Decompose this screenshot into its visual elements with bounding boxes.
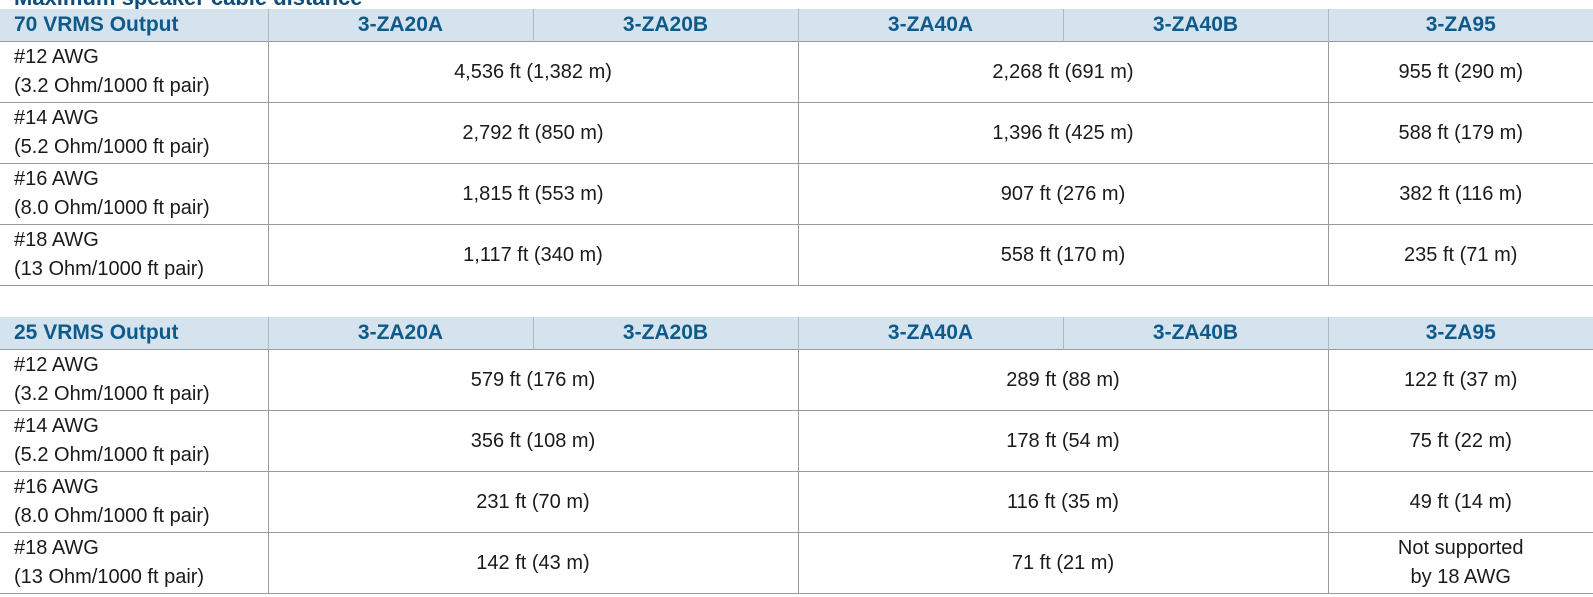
table-row: #14 AWG (5.2 Ohm/1000 ft pair) 356 ft (10…	[0, 410, 1593, 472]
distance-za40: 71 ft (21 m)	[798, 532, 1329, 594]
distance-za95: Not supported by 18 AWG	[1328, 532, 1593, 594]
distance-za40: 558 ft (170 m)	[798, 224, 1329, 286]
wire-gauge-cell: #16 AWG (8.0 Ohm/1000 ft pair)	[0, 163, 269, 225]
unsupported-note-line2: by 18 AWG	[1410, 566, 1511, 588]
clipped-section-title: Maximum speaker cable distance	[14, 0, 363, 11]
gauge-label: #14 AWG	[14, 107, 99, 129]
distance-za20: 231 ft (70 m)	[268, 471, 799, 533]
table-row: #16 AWG (8.0 Ohm/1000 ft pair) 1,815 ft (…	[0, 163, 1593, 225]
wire-gauge-cell: #14 AWG (5.2 Ohm/1000 ft pair)	[0, 102, 269, 164]
gauge-label: #12 AWG	[14, 46, 99, 68]
table-row: #14 AWG (5.2 Ohm/1000 ft pair) 2,792 ft (…	[0, 102, 1593, 164]
distance-za40: 116 ft (35 m)	[798, 471, 1329, 533]
gauge-spec: (13 Ohm/1000 ft pair)	[14, 258, 205, 280]
header-model-za95: 3-ZA95	[1328, 9, 1593, 42]
gauge-label: #14 AWG	[14, 415, 99, 437]
table-row: #18 AWG (13 Ohm/1000 ft pair) 1,117 ft (3…	[0, 224, 1593, 286]
header-output-label: 25 VRMS Output	[0, 317, 269, 350]
distance-za95: 588 ft (179 m)	[1328, 102, 1593, 164]
distance-za20: 579 ft (176 m)	[268, 349, 799, 411]
distance-za20: 1,117 ft (340 m)	[268, 224, 799, 286]
distance-za40: 289 ft (88 m)	[798, 349, 1329, 411]
distance-za95: 382 ft (116 m)	[1328, 163, 1593, 225]
wire-gauge-cell: #14 AWG (5.2 Ohm/1000 ft pair)	[0, 410, 269, 472]
gauge-label: #16 AWG	[14, 168, 99, 190]
gauge-label: #18 AWG	[14, 537, 99, 559]
gauge-spec: (5.2 Ohm/1000 ft pair)	[14, 444, 210, 466]
distance-za95: 955 ft (290 m)	[1328, 41, 1593, 103]
distance-za20: 2,792 ft (850 m)	[268, 102, 799, 164]
gauge-spec: (5.2 Ohm/1000 ft pair)	[14, 136, 210, 158]
distance-za40: 907 ft (276 m)	[798, 163, 1329, 225]
table-header-row: 70 VRMS Output 3-ZA20A 3-ZA20B 3-ZA40A 3…	[0, 9, 1593, 42]
gauge-spec: (8.0 Ohm/1000 ft pair)	[14, 505, 210, 527]
distance-za95: 75 ft (22 m)	[1328, 410, 1593, 472]
header-model-za40a: 3-ZA40A	[798, 9, 1064, 42]
wire-gauge-cell: #18 AWG (13 Ohm/1000 ft pair)	[0, 532, 269, 594]
distance-za20: 142 ft (43 m)	[268, 532, 799, 594]
distance-za95: 235 ft (71 m)	[1328, 224, 1593, 286]
wire-gauge-cell: #16 AWG (8.0 Ohm/1000 ft pair)	[0, 471, 269, 533]
distance-za20: 1,815 ft (553 m)	[268, 163, 799, 225]
header-model-za20a: 3-ZA20A	[268, 317, 534, 350]
unsupported-note-line1: Not supported	[1397, 537, 1524, 559]
gauge-spec: (3.2 Ohm/1000 ft pair)	[14, 75, 210, 97]
table-25-vrms: 25 VRMS Output 3-ZA20A 3-ZA20B 3-ZA40A 3…	[0, 317, 1593, 594]
gauge-label: #16 AWG	[14, 476, 99, 498]
distance-za40: 1,396 ft (425 m)	[798, 102, 1329, 164]
header-output-label: 70 VRMS Output	[0, 9, 269, 42]
wire-gauge-cell: #12 AWG (3.2 Ohm/1000 ft pair)	[0, 41, 269, 103]
table-70-vrms: 70 VRMS Output 3-ZA20A 3-ZA20B 3-ZA40A 3…	[0, 9, 1593, 286]
distance-za20: 356 ft (108 m)	[268, 410, 799, 472]
gauge-spec: (3.2 Ohm/1000 ft pair)	[14, 383, 210, 405]
header-model-za95: 3-ZA95	[1328, 317, 1593, 350]
table-row: #18 AWG (13 Ohm/1000 ft pair) 142 ft (43 …	[0, 532, 1593, 594]
distance-za40: 2,268 ft (691 m)	[798, 41, 1329, 103]
table-row: #16 AWG (8.0 Ohm/1000 ft pair) 231 ft (70…	[0, 471, 1593, 533]
distance-za20: 4,536 ft (1,382 m)	[268, 41, 799, 103]
header-model-za40b: 3-ZA40B	[1063, 9, 1329, 42]
wire-gauge-cell: #18 AWG (13 Ohm/1000 ft pair)	[0, 224, 269, 286]
header-model-za20b: 3-ZA20B	[533, 9, 799, 42]
gauge-spec: (13 Ohm/1000 ft pair)	[14, 566, 205, 588]
table-header-row: 25 VRMS Output 3-ZA20A 3-ZA20B 3-ZA40A 3…	[0, 317, 1593, 350]
header-model-za20b: 3-ZA20B	[533, 317, 799, 350]
wire-gauge-cell: #12 AWG (3.2 Ohm/1000 ft pair)	[0, 349, 269, 411]
table-row: #12 AWG (3.2 Ohm/1000 ft pair) 4,536 ft (…	[0, 41, 1593, 103]
gauge-spec: (8.0 Ohm/1000 ft pair)	[14, 197, 210, 219]
header-model-za20a: 3-ZA20A	[268, 9, 534, 42]
header-model-za40a: 3-ZA40A	[798, 317, 1064, 350]
distance-za95: 122 ft (37 m)	[1328, 349, 1593, 411]
gauge-label: #18 AWG	[14, 229, 99, 251]
table-row: #12 AWG (3.2 Ohm/1000 ft pair) 579 ft (17…	[0, 349, 1593, 411]
distance-za95: 49 ft (14 m)	[1328, 471, 1593, 533]
gauge-label: #12 AWG	[14, 354, 99, 376]
header-model-za40b: 3-ZA40B	[1063, 317, 1329, 350]
distance-za40: 178 ft (54 m)	[798, 410, 1329, 472]
